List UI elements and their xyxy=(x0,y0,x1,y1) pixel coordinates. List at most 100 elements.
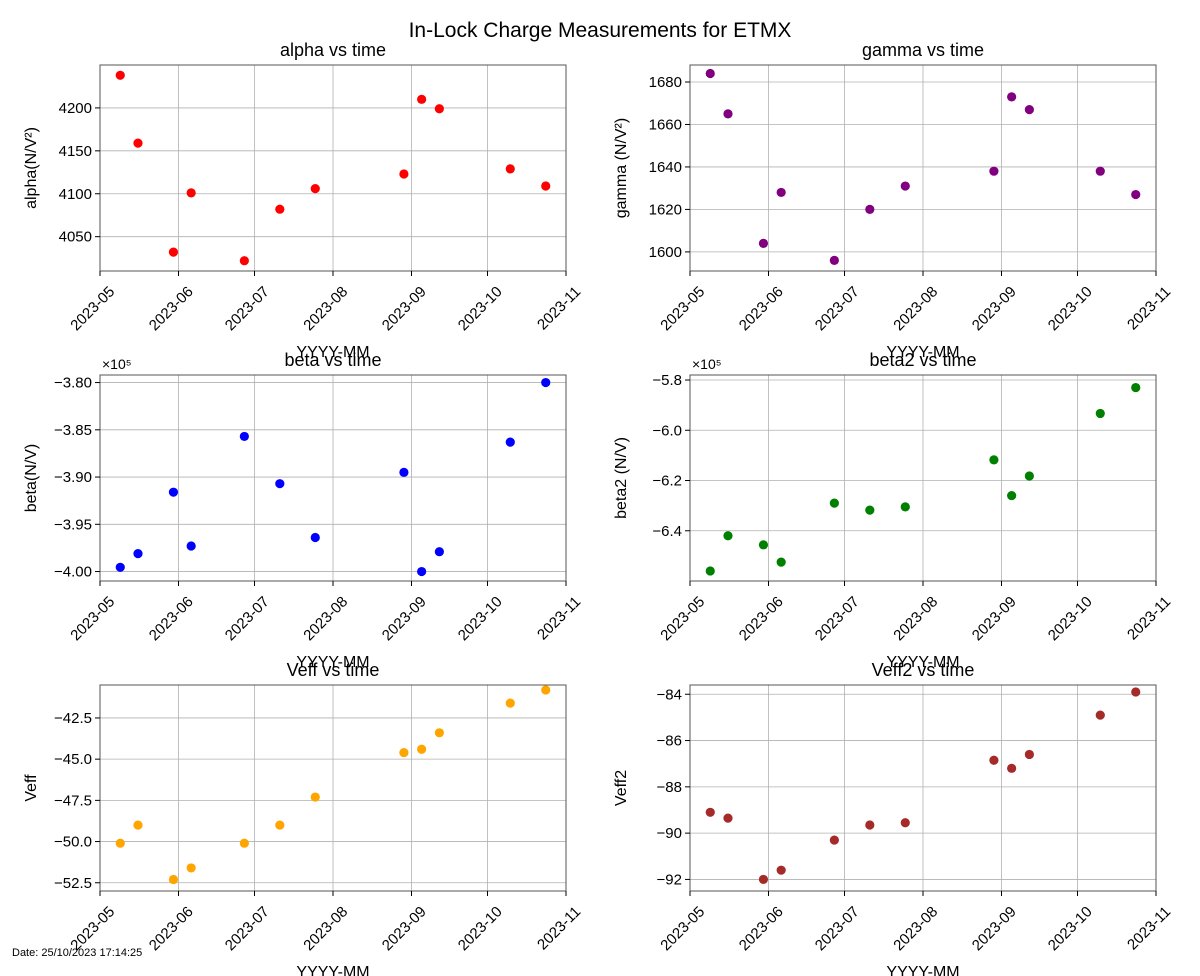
y-tick-label: −6.0 xyxy=(652,422,682,439)
data-point xyxy=(1131,687,1141,697)
x-axis-label: YYYY-MM xyxy=(296,654,369,671)
y-tick-label: 4050 xyxy=(59,229,92,246)
y-tick-label: 1600 xyxy=(649,244,682,261)
data-point xyxy=(275,204,285,214)
data-point xyxy=(417,94,427,104)
y-axis-label: alpha(N/V²) xyxy=(23,127,40,209)
data-point xyxy=(115,838,125,848)
subplot-title: Veff vs time xyxy=(287,660,380,680)
data-point xyxy=(829,835,839,845)
data-point xyxy=(310,792,320,802)
data-point xyxy=(989,166,999,176)
data-point xyxy=(168,487,179,497)
data-point xyxy=(1024,749,1034,760)
y-tick-label: −92 xyxy=(657,871,682,888)
y-tick-label: −88 xyxy=(657,779,682,796)
data-point xyxy=(1007,763,1017,773)
data-point xyxy=(723,109,733,119)
data-point xyxy=(434,547,444,557)
data-point xyxy=(900,818,910,828)
y-tick-label: −90 xyxy=(657,825,682,842)
data-point xyxy=(865,505,875,515)
y-tick-label: 4100 xyxy=(59,186,92,203)
y-tick-label: 4200 xyxy=(59,100,92,117)
data-point xyxy=(310,532,320,543)
data-point xyxy=(776,557,786,567)
y-tick-label: −3.90 xyxy=(54,469,92,486)
y-tick-label: −3.95 xyxy=(54,516,92,533)
data-point xyxy=(989,455,999,465)
data-point xyxy=(1024,471,1034,481)
data-point xyxy=(1024,104,1034,115)
data-point xyxy=(758,874,769,885)
data-point xyxy=(989,755,999,765)
y-tick-label: −6.4 xyxy=(652,523,682,540)
x-axis-label: YYYY-MM xyxy=(296,964,369,976)
x-axis-label: YYYY-MM xyxy=(886,964,959,976)
data-point xyxy=(133,820,143,830)
data-point xyxy=(758,540,769,550)
y-axis-label: beta2 (N/V) xyxy=(613,437,630,519)
y-tick-label: −3.85 xyxy=(54,422,92,439)
y-tick-label: −47.5 xyxy=(54,792,92,809)
y-tick-label: 1620 xyxy=(649,201,682,218)
y-tick-label: −4.00 xyxy=(54,564,92,581)
data-point xyxy=(1095,408,1105,419)
subplot-title: alpha vs time xyxy=(280,40,386,60)
data-point xyxy=(705,807,715,817)
y-axis-label: beta(N/V) xyxy=(23,444,40,512)
y-tick-label: 4150 xyxy=(59,143,92,160)
y-offset-label: ×10⁵ xyxy=(692,356,722,372)
data-point xyxy=(900,181,910,191)
data-point xyxy=(776,865,786,875)
data-point xyxy=(541,181,551,191)
subplot-title: beta2 vs time xyxy=(869,350,976,370)
data-point xyxy=(133,548,143,559)
data-point xyxy=(239,838,249,848)
x-axis-label: YYYY-MM xyxy=(886,654,959,671)
x-axis-label: YYYY-MM xyxy=(886,344,959,361)
data-point xyxy=(399,467,409,477)
subplot-beta: 2023-05 2023-06 2023-07 2023-08 2023-09 2023-… xyxy=(23,350,584,671)
y-tick-label: 1680 xyxy=(649,74,682,91)
data-point xyxy=(115,562,125,572)
date-stamp: Date: 25/10/2023 17:14:25 xyxy=(12,947,142,959)
data-point xyxy=(434,728,444,738)
data-point xyxy=(115,70,125,80)
y-tick-label: −6.2 xyxy=(652,473,682,490)
data-point xyxy=(434,104,444,114)
data-point xyxy=(186,188,196,198)
data-point xyxy=(310,184,320,194)
y-axis-label: Veff2 xyxy=(613,770,630,806)
data-point xyxy=(239,256,249,266)
data-point xyxy=(758,238,769,248)
data-point xyxy=(776,187,786,198)
y-tick-label: 1640 xyxy=(649,159,682,176)
data-point xyxy=(900,502,910,512)
data-point xyxy=(705,68,715,79)
y-tick-label: −42.5 xyxy=(54,710,92,727)
y-tick-label: −86 xyxy=(657,733,682,750)
data-point xyxy=(865,820,875,830)
data-point xyxy=(505,698,515,708)
data-point xyxy=(1007,490,1017,501)
y-tick-label: 1660 xyxy=(649,116,682,133)
data-point xyxy=(829,498,839,508)
y-tick-label: −84 xyxy=(657,686,682,703)
subplot-title: Veff2 vs time xyxy=(872,660,975,680)
data-point xyxy=(399,169,409,179)
y-offset-label: ×10⁵ xyxy=(102,356,132,372)
data-point xyxy=(1131,382,1141,393)
y-tick-label: −45.0 xyxy=(54,751,92,768)
data-point xyxy=(186,863,196,873)
y-tick-label: −3.80 xyxy=(54,375,92,392)
data-point xyxy=(399,747,409,758)
data-point xyxy=(168,874,179,885)
data-point xyxy=(723,531,733,541)
subplot-title: gamma vs time xyxy=(862,40,984,60)
data-point xyxy=(275,820,285,830)
data-point xyxy=(723,813,733,823)
data-point xyxy=(865,204,875,215)
data-point xyxy=(1095,166,1105,176)
